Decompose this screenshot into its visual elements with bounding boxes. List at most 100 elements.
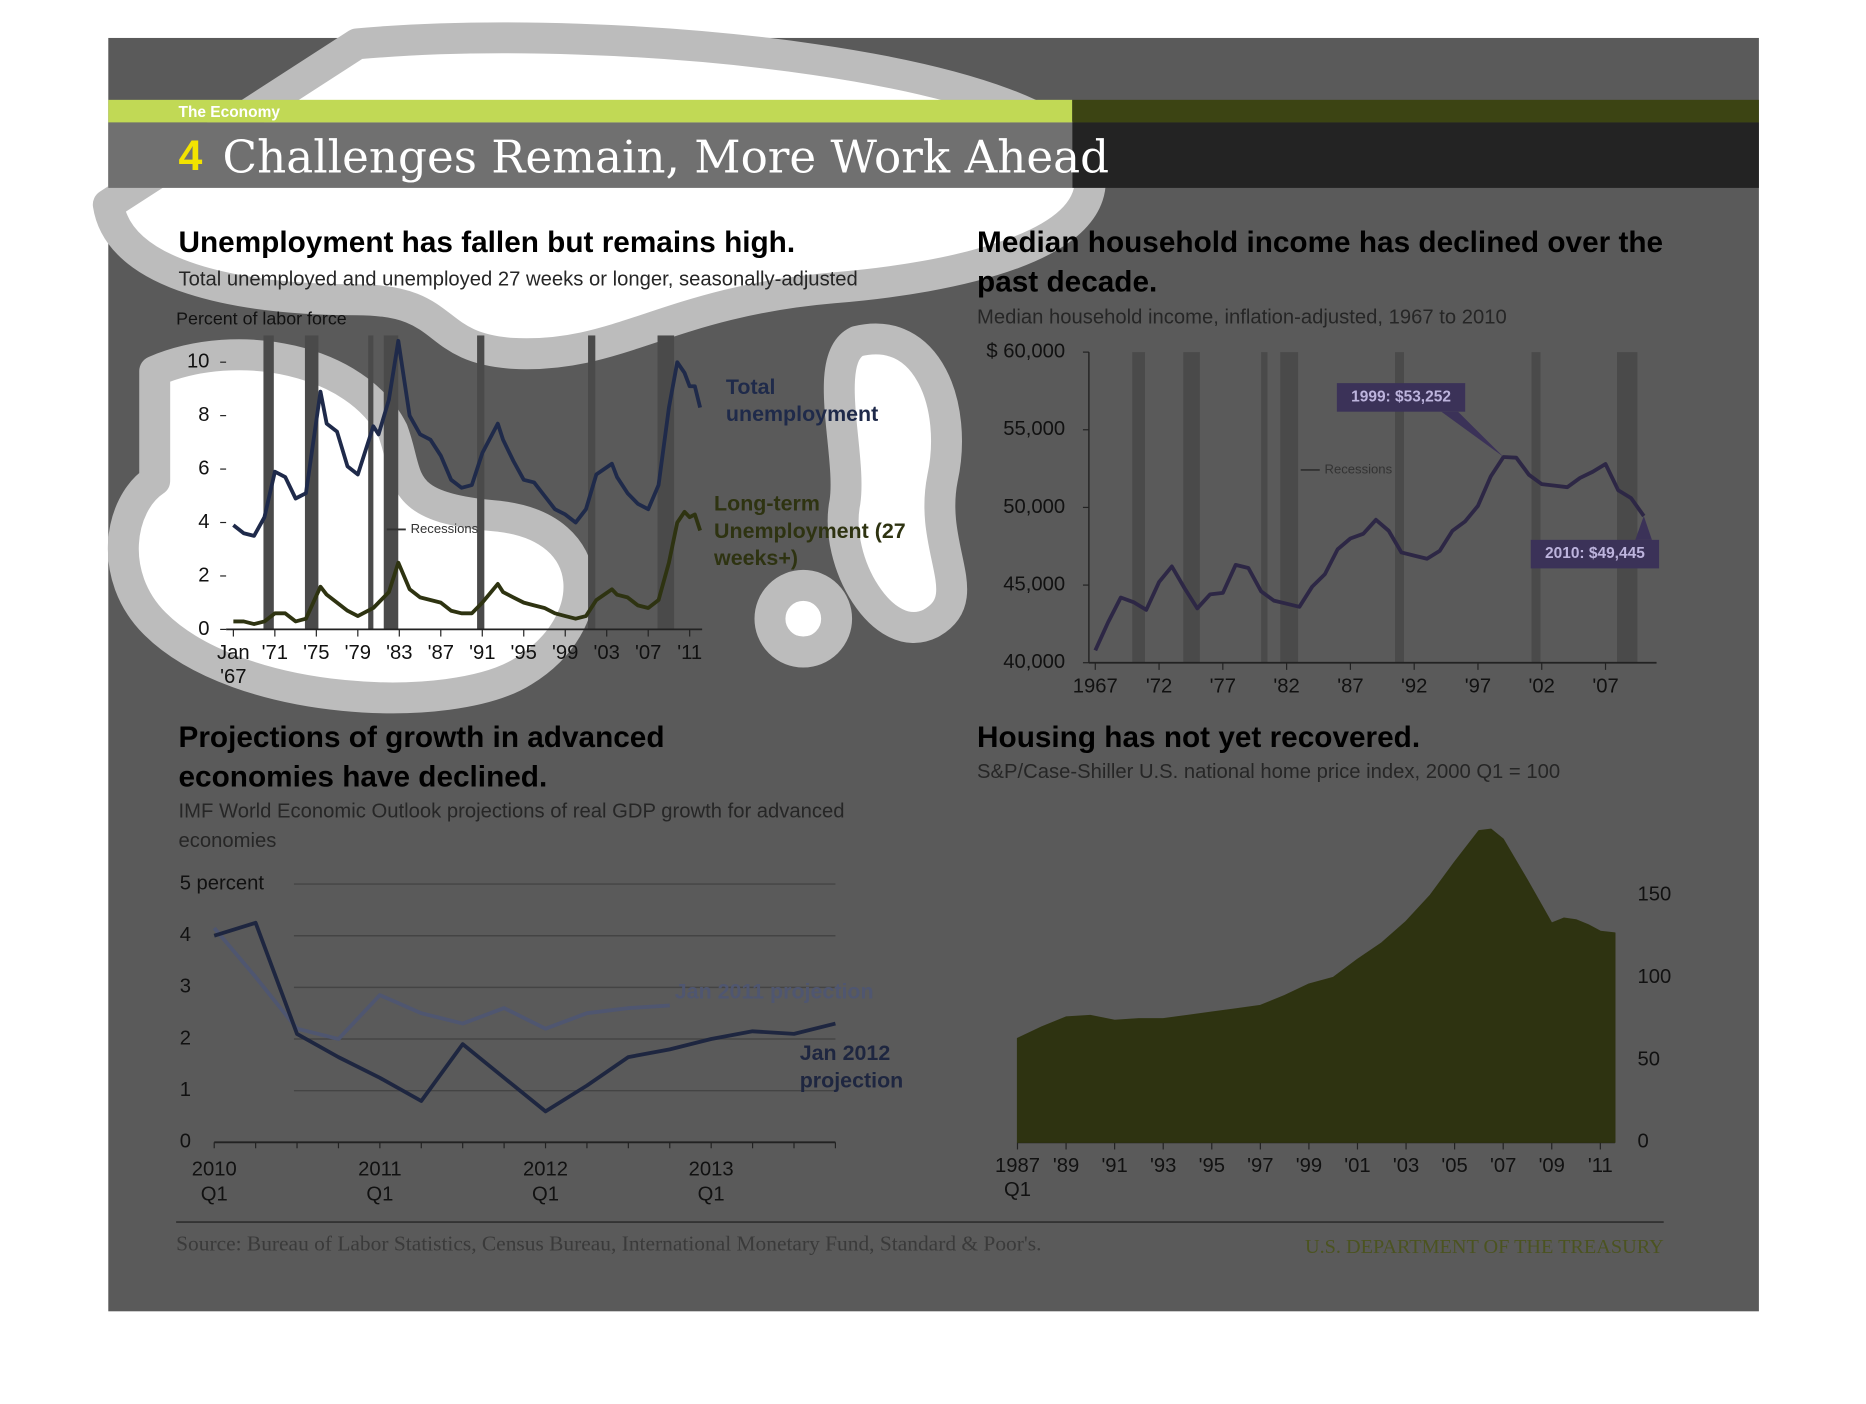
section-bar xyxy=(1072,99,1759,123)
series-label: Jan 2012 projection xyxy=(799,1041,904,1093)
chart-subtitle-box: Total unemployed and unemployed 27 weeks… xyxy=(178,267,858,291)
x-tick-label: '99 xyxy=(1295,1154,1323,1177)
footer-agency: U.S. DEPARTMENT OF THE TREASURY xyxy=(1305,1236,1664,1258)
blob xyxy=(823,323,968,643)
x-tick-label: '79 xyxy=(344,641,371,664)
y-tick-label: 4 xyxy=(198,511,209,533)
x-tick-label-box: '07 xyxy=(1490,1154,1516,1177)
x-tick-label: Jan '67 xyxy=(217,641,250,688)
chart-subtitle: IMF World Economic Outlook projections o… xyxy=(178,799,845,852)
x-tick-label: 1967 xyxy=(1072,674,1118,698)
x-tick-label-box: '02 xyxy=(1528,674,1555,698)
x-tick-label: '75 xyxy=(303,641,330,664)
x-tick-label: '97 xyxy=(1464,674,1492,698)
y-tick-label: 0 xyxy=(198,618,209,640)
x-tick-label: '71 xyxy=(261,641,289,664)
x-tick-label-box: 2012 Q1 xyxy=(522,1157,569,1206)
x-tick-label-box: '05 xyxy=(1441,1154,1467,1177)
x-tick-label-box: '89 xyxy=(1053,1154,1079,1177)
line xyxy=(232,338,702,538)
recession-band xyxy=(477,335,485,630)
x-tick-label-box: '87 xyxy=(428,641,454,664)
blob xyxy=(754,569,853,668)
x-tick-label: 2010 Q1 xyxy=(191,1157,237,1206)
x-tick-label: '92 xyxy=(1400,674,1428,698)
x-tick-label: '87 xyxy=(1337,674,1364,698)
page-title: Challenges Remain, More Work Ahead xyxy=(223,130,1110,183)
x-tick-label: '07 xyxy=(635,641,662,664)
footer-source-box: Source: Bureau of Labor Statistics, Cens… xyxy=(176,1232,1041,1256)
chart-title-box: Median household income has declined ove… xyxy=(977,226,1663,299)
x-tick-label: '77 xyxy=(1209,674,1237,698)
x-tick-label: '11 xyxy=(677,641,703,664)
y-tick-label: 0 xyxy=(180,1131,191,1153)
recession-band xyxy=(1395,352,1404,663)
y-tick-label: 6 xyxy=(198,457,209,479)
x-tick-label-box: '97 xyxy=(1464,674,1492,698)
y-tick-label: $ 60,000 xyxy=(986,340,1065,362)
chart-subtitle-box: Median household income, inflation-adjus… xyxy=(977,305,1507,329)
title-bar xyxy=(1072,122,1759,188)
x-tick-label-box: '97 xyxy=(1247,1154,1273,1177)
x-tick-label-box: 2010 Q1 xyxy=(191,1157,237,1206)
x-tick-label: 2012 Q1 xyxy=(522,1157,569,1206)
chart-title: Unemployment has fallen but remains high… xyxy=(178,225,796,260)
chart-subtitle: S&P/Case-Shiller U.S. national home pric… xyxy=(977,760,1561,783)
section-bar xyxy=(108,99,1073,123)
x-tick-label-box: '83 xyxy=(386,641,413,664)
callout-box xyxy=(1336,383,1466,412)
y-tick-label: 50,000 xyxy=(1003,496,1065,518)
recession-band xyxy=(1617,352,1638,663)
callout-box xyxy=(1530,539,1660,569)
y-tick-label: 4 xyxy=(180,924,191,946)
chart-subtitle: Total unemployed and unemployed 27 weeks… xyxy=(178,267,858,291)
recession-band xyxy=(1183,352,1200,663)
line xyxy=(233,509,702,626)
series-label-box: Total unemployment xyxy=(726,375,878,426)
x-tick-label-box: '11 xyxy=(1588,1154,1613,1177)
chart-title-box: Unemployment has fallen but remains high… xyxy=(178,225,796,260)
recession-legend-label: Recessions xyxy=(1325,461,1393,476)
line xyxy=(1093,455,1646,652)
y-tick-label: 45,000 xyxy=(1003,573,1065,595)
x-tick-label-box: '92 xyxy=(1400,674,1428,698)
chart-subtitle-box: IMF World Economic Outlook projections o… xyxy=(178,799,845,852)
x-tick-label: '03 xyxy=(593,641,620,664)
x-tick-label-box: Jan '67 xyxy=(217,641,250,688)
x-tick-label: 2011 Q1 xyxy=(358,1157,402,1206)
section-label: The Economy xyxy=(179,104,281,121)
series-label-box: Jan 2012 projection xyxy=(799,1041,904,1093)
x-tick-label-box: '72 xyxy=(1146,675,1172,698)
x-tick-label-box: 2013 Q1 xyxy=(688,1157,734,1206)
area xyxy=(1016,828,1616,1143)
x-tick-label-box: '91 xyxy=(1101,1154,1128,1177)
callout: 2010: $49,445 xyxy=(1530,516,1660,569)
x-tick-label-box: '82 xyxy=(1273,674,1300,698)
recession-band xyxy=(1531,352,1541,663)
x-tick-label-box: '91 xyxy=(469,641,495,664)
x-tick-label: '02 xyxy=(1528,674,1555,698)
value-label: 2010: $49,445 xyxy=(1545,545,1645,562)
x-tick-label: '82 xyxy=(1273,674,1300,698)
y-tick-label: 10 xyxy=(187,351,210,373)
x-tick-label-box: '07 xyxy=(635,641,662,664)
series-label-box: Jan 2011 projection xyxy=(675,979,874,1003)
value-label: 1999: $53,252 xyxy=(1351,389,1451,406)
y-tick-label: 2 xyxy=(198,564,209,586)
callout-pointer xyxy=(1635,516,1652,540)
x-tick-label: '91 xyxy=(1101,1154,1128,1177)
x-tick-label-box: '07 xyxy=(1592,675,1618,698)
recession-legend-label: Recessions xyxy=(411,521,479,536)
x-tick-label: 1987 Q1 xyxy=(994,1154,1040,1201)
chart-title: Housing has not yet recovered. xyxy=(977,721,1421,755)
series-label-box: Long-term Unemployment (27 weeks+) xyxy=(714,491,906,570)
y-tick-label: 8 xyxy=(198,404,209,426)
y-tick-label: 150 xyxy=(1638,883,1672,905)
x-tick-label: 2013 Q1 xyxy=(688,1157,734,1206)
x-tick-label: '83 xyxy=(386,641,413,664)
title-bar xyxy=(108,122,1073,188)
chart-subtitle: Median household income, inflation-adjus… xyxy=(977,305,1507,329)
x-tick-label-box: '87 xyxy=(1337,674,1364,698)
recession-band xyxy=(368,335,374,630)
